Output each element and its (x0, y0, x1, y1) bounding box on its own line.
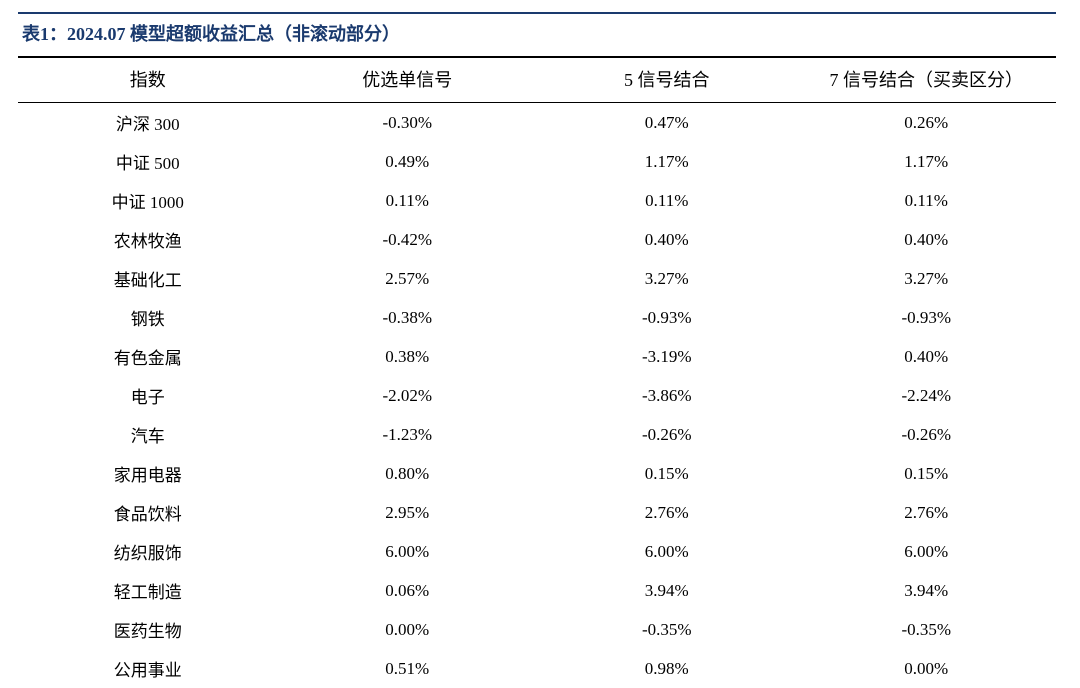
table-row: 汽车-1.23%-0.26%-0.26% (18, 415, 1056, 454)
table-header: 指数 优选单信号 5 信号结合 7 信号结合（买卖区分） (18, 57, 1056, 103)
table-cell: 0.40% (537, 220, 797, 259)
table-cell: 6.00% (278, 532, 538, 571)
table-row: 食品饮料2.95%2.76%2.76% (18, 493, 1056, 532)
table-cell: 食品饮料 (18, 493, 278, 532)
table-row: 中证 10000.11%0.11%0.11% (18, 181, 1056, 220)
table-cell: 6.00% (537, 532, 797, 571)
table-cell: 3.94% (537, 571, 797, 610)
table-cell: 医药生物 (18, 610, 278, 649)
table-cell: -0.35% (537, 610, 797, 649)
table-cell: 纺织服饰 (18, 532, 278, 571)
table-cell: 0.11% (797, 181, 1057, 220)
table-cell: 1.17% (537, 142, 797, 181)
table-cell: -2.02% (278, 376, 538, 415)
table-cell: 2.76% (797, 493, 1057, 532)
table-cell: 0.15% (797, 454, 1057, 493)
table-cell: -1.23% (278, 415, 538, 454)
table-row: 钢铁-0.38%-0.93%-0.93% (18, 298, 1056, 337)
table-row: 农林牧渔-0.42%0.40%0.40% (18, 220, 1056, 259)
table-cell: 轻工制造 (18, 571, 278, 610)
table-cell: -3.86% (537, 376, 797, 415)
table-cell: 3.94% (797, 571, 1057, 610)
table-row: 沪深 300-0.30%0.47%0.26% (18, 103, 1056, 143)
table-cell: 3.27% (797, 259, 1057, 298)
table-cell: 2.76% (537, 493, 797, 532)
table-cell: 0.98% (537, 649, 797, 688)
table-cell: 家用电器 (18, 454, 278, 493)
table-cell: 0.26% (797, 103, 1057, 143)
table-cell: 0.06% (278, 571, 538, 610)
header-row: 指数 优选单信号 5 信号结合 7 信号结合（买卖区分） (18, 57, 1056, 103)
table-cell: 0.40% (797, 220, 1057, 259)
col-header-index: 指数 (18, 57, 278, 103)
table-cell: 0.80% (278, 454, 538, 493)
table-cell: 6.00% (797, 532, 1057, 571)
table-cell: 0.00% (278, 610, 538, 649)
table-cell: 0.11% (537, 181, 797, 220)
table-row: 中证 5000.49%1.17%1.17% (18, 142, 1056, 181)
table-cell: 0.15% (537, 454, 797, 493)
table-cell: 3.27% (537, 259, 797, 298)
table-cell: -2.24% (797, 376, 1057, 415)
table-row: 基础化工2.57%3.27%3.27% (18, 259, 1056, 298)
table-cell: 0.11% (278, 181, 538, 220)
table-row: 轻工制造0.06%3.94%3.94% (18, 571, 1056, 610)
col-header-signal5: 5 信号结合 (537, 57, 797, 103)
table-cell: -0.38% (278, 298, 538, 337)
table-cell: -0.26% (797, 415, 1057, 454)
table-cell: -0.35% (797, 610, 1057, 649)
returns-table: 指数 优选单信号 5 信号结合 7 信号结合（买卖区分） 沪深 300-0.30… (18, 56, 1056, 688)
table-title: 表1：2024.07 模型超额收益汇总（非滚动部分） (18, 20, 1056, 46)
table-cell: 中证 500 (18, 142, 278, 181)
table-row: 电子-2.02%-3.86%-2.24% (18, 376, 1056, 415)
table-row: 医药生物0.00%-0.35%-0.35% (18, 610, 1056, 649)
table-cell: -0.26% (537, 415, 797, 454)
table-cell: -3.19% (537, 337, 797, 376)
table-row: 家用电器0.80%0.15%0.15% (18, 454, 1056, 493)
table-cell: 0.51% (278, 649, 538, 688)
table-cell: 基础化工 (18, 259, 278, 298)
table-cell: 0.49% (278, 142, 538, 181)
table-cell: 农林牧渔 (18, 220, 278, 259)
table-cell: -0.93% (537, 298, 797, 337)
table-cell: 0.38% (278, 337, 538, 376)
table-cell: 中证 1000 (18, 181, 278, 220)
table-cell: 2.57% (278, 259, 538, 298)
table-cell: -0.93% (797, 298, 1057, 337)
table-cell: 2.95% (278, 493, 538, 532)
table-cell: 0.00% (797, 649, 1057, 688)
table-cell: 汽车 (18, 415, 278, 454)
title-bar: 表1：2024.07 模型超额收益汇总（非滚动部分） (18, 12, 1056, 52)
col-header-signal7: 7 信号结合（买卖区分） (797, 57, 1057, 103)
table-cell: 电子 (18, 376, 278, 415)
table-cell: 1.17% (797, 142, 1057, 181)
table-cell: 公用事业 (18, 649, 278, 688)
table-cell: 有色金属 (18, 337, 278, 376)
table-body: 沪深 300-0.30%0.47%0.26%中证 5000.49%1.17%1.… (18, 103, 1056, 688)
table-cell: -0.42% (278, 220, 538, 259)
col-header-signal1: 优选单信号 (278, 57, 538, 103)
table-cell: 0.40% (797, 337, 1057, 376)
table-cell: 钢铁 (18, 298, 278, 337)
table-cell: 沪深 300 (18, 103, 278, 143)
table-cell: -0.30% (278, 103, 538, 143)
table-row: 有色金属0.38%-3.19%0.40% (18, 337, 1056, 376)
table-row: 纺织服饰6.00%6.00%6.00% (18, 532, 1056, 571)
table-row: 公用事业0.51%0.98%0.00% (18, 649, 1056, 688)
table-cell: 0.47% (537, 103, 797, 143)
